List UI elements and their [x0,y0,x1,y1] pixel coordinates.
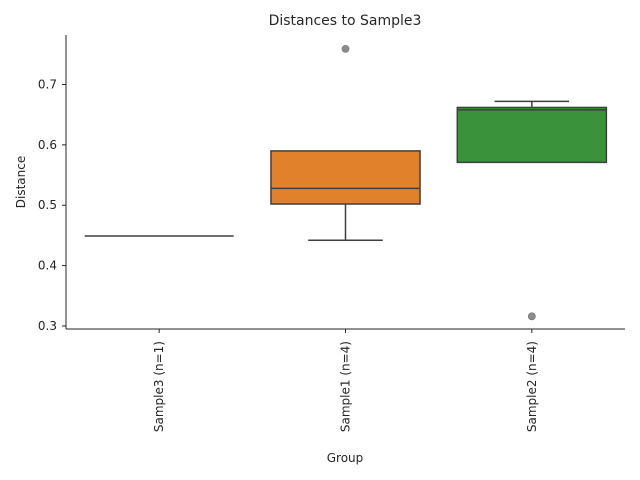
box-body [270,150,421,205]
y-tick-label: 0.3 [38,319,57,333]
x-tick-label: Sample3 (n=1) [152,341,166,432]
outlier-point [527,312,536,321]
x-axis: Sample3 (n=1) Sample1 (n=4) Sample2 (n=4) [66,328,625,432]
y-axis-label: Distance [14,156,28,208]
y-tick-label: 0.5 [38,198,57,212]
plot-area [84,44,608,321]
x-tick-label: Sample2 (n=4) [525,341,539,432]
x-tick-label: Sample1 (n=4) [339,341,353,432]
y-tick-label: 0.6 [38,138,57,152]
outlier-point [341,44,350,53]
y-tick-label: 0.7 [38,78,57,92]
box-2 [270,44,421,242]
y-axis: 0.3 0.4 0.5 0.6 0.7 [38,35,67,333]
y-tick-label: 0.4 [38,259,57,273]
chart-title: Distances to Sample3 [269,13,422,29]
x-axis-label: Group [327,451,364,465]
box-body [456,106,608,164]
box-3 [456,100,608,321]
